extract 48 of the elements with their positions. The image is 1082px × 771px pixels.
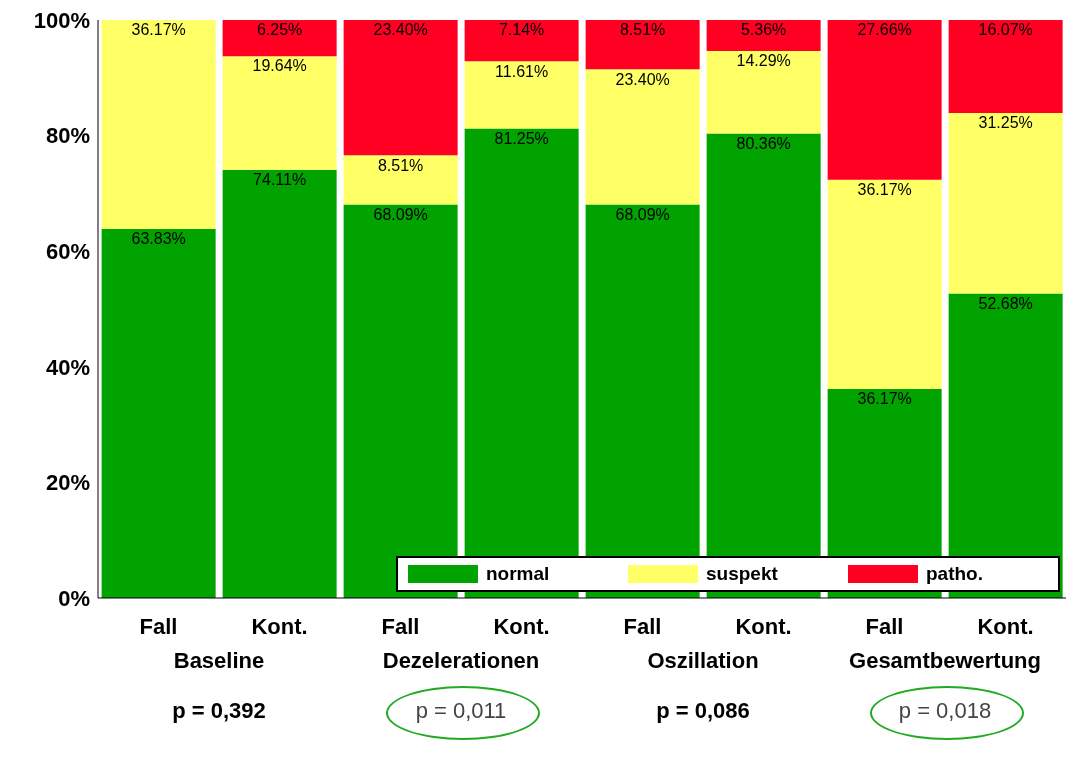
x-tick-label: Fall: [139, 613, 178, 639]
data-label: 5.36%: [740, 21, 787, 39]
data-label: 31.25%: [978, 114, 1033, 132]
x-tick-label: Fall: [623, 613, 662, 639]
data-label: 16.07%: [978, 21, 1033, 39]
data-label: 8.51%: [619, 21, 666, 39]
data-label: 7.14%: [498, 21, 545, 39]
text: Oszillation: [647, 648, 759, 673]
data-label: 23.40%: [615, 70, 670, 88]
y-tick-label: 40%: [45, 354, 90, 380]
data-label: 68.09%: [373, 205, 428, 223]
data-label: 68.09%: [615, 205, 670, 223]
data-label: 11.61%: [495, 62, 549, 80]
data-label: 74.11%: [253, 171, 307, 188]
x-tick-label: Kont.: [251, 613, 308, 639]
text: p = 0,086: [656, 698, 750, 723]
x-tick-label: Fall: [865, 613, 904, 639]
y-tick-label: 60%: [45, 239, 90, 265]
y-tick-label: 0%: [58, 585, 90, 611]
data-label: 19.64%: [252, 57, 307, 75]
y-tick-label: 80%: [45, 123, 90, 149]
data-label: 8.51%: [377, 156, 424, 174]
text: p = 0,392: [172, 698, 266, 723]
y-tick-label: 100%: [33, 7, 90, 33]
data-label: 36.17%: [857, 390, 912, 408]
y-tick-label: 20%: [45, 470, 90, 496]
data-label: 52.68%: [978, 294, 1033, 312]
data-label: 6.25%: [256, 21, 303, 39]
legend-label: suspekt: [706, 563, 778, 585]
data-label: 14.29%: [736, 52, 791, 70]
data-label: 63.83%: [131, 230, 186, 248]
legend-label: normal: [486, 563, 550, 585]
x-tick-label: Kont.: [493, 613, 550, 639]
data-label: 36.17%: [857, 181, 912, 199]
data-label: 23.40%: [373, 21, 428, 39]
data-label: 27.66%: [857, 21, 912, 39]
text: Gesamtbewertung: [849, 648, 1041, 673]
x-tick-label: Kont.: [735, 613, 792, 639]
data-label: 81.25%: [494, 129, 549, 147]
text: Baseline: [173, 648, 265, 673]
x-tick-label: Fall: [381, 613, 420, 639]
data-label: 80.36%: [736, 134, 791, 152]
legend-label: patho.: [926, 563, 983, 585]
x-tick-label: Kont.: [977, 613, 1034, 639]
text: p = 0,011: [415, 698, 507, 723]
data-label: 36.17%: [131, 21, 186, 39]
text: p = 0,018: [898, 698, 992, 723]
text: Dezelerationen: [382, 648, 540, 673]
